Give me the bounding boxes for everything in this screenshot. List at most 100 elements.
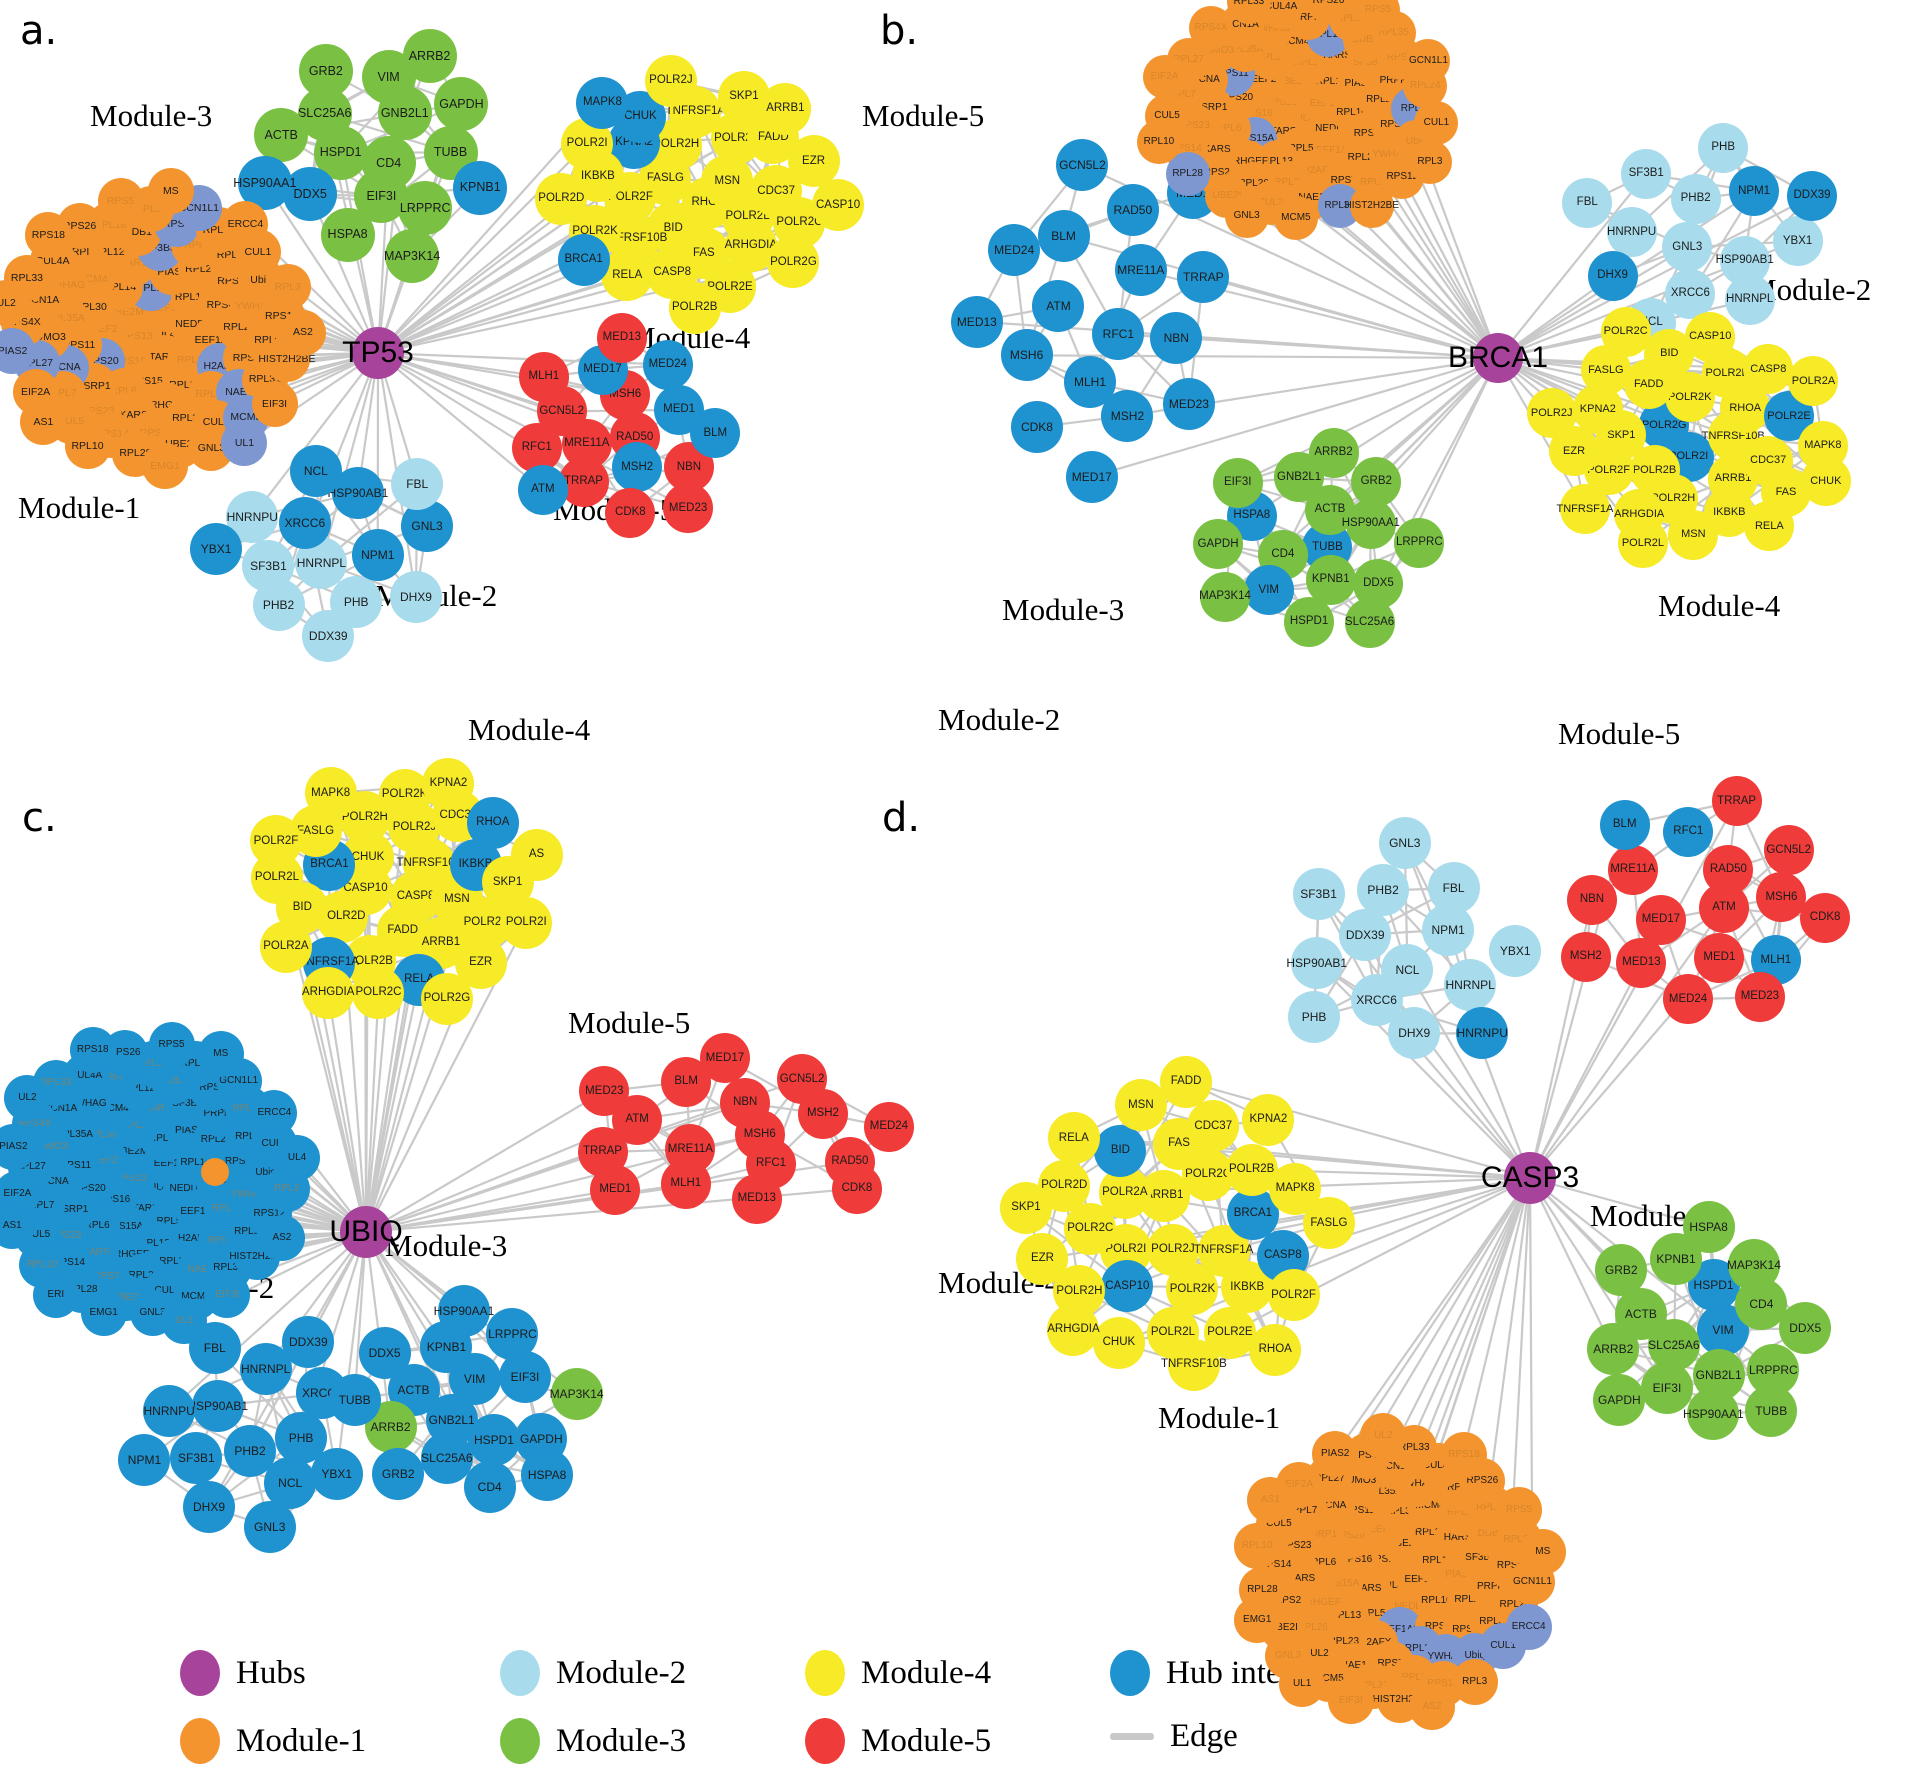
- gene-node[interactable]: MAP3K14: [1727, 1238, 1781, 1291]
- gene-node[interactable]: MAP3K14: [384, 229, 440, 284]
- gene-node[interactable]: PHB: [1288, 991, 1341, 1044]
- gene-node[interactable]: RPL3: [1407, 140, 1452, 185]
- gene-node[interactable]: UL1: [161, 1298, 208, 1344]
- gene-node[interactable]: BRCA1: [557, 233, 610, 286]
- gene-node[interactable]: NPM1: [1729, 166, 1780, 217]
- hub-node[interactable]: TP53: [342, 327, 414, 379]
- gene-node[interactable]: AS: [510, 829, 563, 882]
- gene-node[interactable]: PHB2: [1357, 864, 1410, 917]
- gene-node[interactable]: MED23: [663, 483, 714, 534]
- gene-node[interactable]: CASP10: [1685, 311, 1736, 362]
- gene-node[interactable]: CDK8: [605, 488, 656, 539]
- gene-node[interactable]: BLM: [1599, 799, 1650, 850]
- gene-node[interactable]: ATM: [1032, 280, 1085, 333]
- gene-node[interactable]: HSPA8: [521, 1449, 574, 1502]
- gene-node[interactable]: KPNA2: [422, 757, 475, 810]
- gene-node[interactable]: KPNA2: [1242, 1093, 1295, 1146]
- gene-node[interactable]: MED23: [579, 1066, 630, 1117]
- gene-node[interactable]: GRB2: [372, 1447, 425, 1500]
- gene-node[interactable]: POLR2C: [352, 966, 405, 1019]
- gene-node[interactable]: RHOA: [466, 796, 519, 849]
- gene-node[interactable]: SF3B1: [1621, 149, 1672, 200]
- gene-node[interactable]: POLR2G: [767, 236, 820, 289]
- gene-node[interactable]: HSP90AB1: [1286, 936, 1347, 989]
- gene-node[interactable]: ERCC4: [251, 1090, 298, 1137]
- gene-node[interactable]: GCN1L1: [1406, 38, 1451, 83]
- gene-node[interactable]: EMG1: [80, 1290, 127, 1337]
- gene-node[interactable]: EZR: [1016, 1233, 1069, 1285]
- gene-node[interactable]: MED13: [950, 295, 1003, 348]
- gene-node[interactable]: PHB: [1698, 122, 1749, 173]
- gene-node[interactable]: VIM: [1243, 565, 1294, 616]
- gene-node[interactable]: CASP8: [1743, 344, 1794, 395]
- gene-node[interactable]: POLR2A: [1788, 356, 1839, 407]
- gene-node[interactable]: EIF2A: [1142, 55, 1187, 100]
- gene-node[interactable]: GAPDH: [1193, 519, 1244, 570]
- gene-node[interactable]: POLR2A: [259, 920, 312, 973]
- gene-node[interactable]: CHUK: [1092, 1317, 1145, 1370]
- gene-node[interactable]: MED17: [699, 1033, 750, 1084]
- gene-node[interactable]: MED24: [1663, 974, 1714, 1025]
- gene-node[interactable]: MED24: [642, 339, 693, 390]
- gene-node[interactable]: RELA: [1047, 1112, 1100, 1165]
- gene-node[interactable]: MED13: [731, 1174, 782, 1225]
- gene-node[interactable]: MED23: [1162, 377, 1215, 430]
- gene-node[interactable]: EMG1: [142, 443, 189, 490]
- gene-node[interactable]: HSPA8: [1682, 1201, 1735, 1254]
- gene-node[interactable]: MS: [197, 1030, 244, 1077]
- gene-node[interactable]: NBN: [720, 1078, 771, 1129]
- gene-node[interactable]: HNRNPL: [1444, 958, 1497, 1011]
- gene-node[interactable]: MED13: [1616, 938, 1667, 989]
- gene-node[interactable]: RPL3: [264, 264, 311, 311]
- gene-node[interactable]: AS2: [258, 1214, 305, 1261]
- gene-node[interactable]: POLR2B: [668, 281, 721, 334]
- gene-node[interactable]: EIF3I: [1327, 1677, 1374, 1724]
- gene-node[interactable]: POLR2J: [1526, 388, 1577, 439]
- gene-node[interactable]: CUL1: [1414, 100, 1459, 145]
- gene-node[interactable]: GRB2: [298, 44, 353, 99]
- gene-node[interactable]: DDX39: [1787, 171, 1838, 222]
- gene-node[interactable]: AS2: [279, 309, 326, 356]
- gene-node[interactable]: ARRB2: [402, 29, 457, 84]
- gene-node[interactable]: GAPDH: [1593, 1374, 1646, 1426]
- gene-node[interactable]: YBX1: [310, 1448, 363, 1501]
- gene-node[interactable]: HSPD1: [467, 1414, 520, 1467]
- gene-node[interactable]: HNRNPU: [143, 1384, 196, 1437]
- gene-node[interactable]: MS: [147, 167, 194, 214]
- gene-node[interactable]: EIF3I: [1640, 1362, 1693, 1415]
- gene-node[interactable]: MSH2: [612, 442, 663, 493]
- gene-node[interactable]: HIST2H2BE: [1345, 184, 1399, 229]
- gene-node[interactable]: DDX39: [282, 1315, 335, 1368]
- gene-node[interactable]: HNRNPL: [1724, 275, 1775, 326]
- hub-node[interactable]: UBIQ: [329, 1206, 403, 1258]
- gene-node[interactable]: NCL: [289, 445, 342, 498]
- gene-node[interactable]: MED17: [1065, 450, 1118, 503]
- gene-node[interactable]: NPM1: [118, 1434, 171, 1487]
- gene-node[interactable]: UL2: [1360, 1412, 1407, 1459]
- gene-node[interactable]: LRPPRC: [486, 1307, 539, 1360]
- gene-node[interactable]: POLR2G: [420, 972, 473, 1025]
- gene-node[interactable]: DHX9: [1388, 1007, 1441, 1060]
- gene-node[interactable]: PHB2: [1670, 173, 1721, 224]
- gene-node[interactable]: FBL: [1562, 177, 1613, 228]
- gene-node[interactable]: RPL3: [1451, 1658, 1498, 1705]
- gene-node[interactable]: SF3B1: [1292, 867, 1345, 920]
- gene-node[interactable]: CASP10: [812, 179, 865, 232]
- gene-node[interactable]: KPNB1: [453, 160, 508, 215]
- gene-node[interactable]: RFC1: [1092, 308, 1145, 361]
- gene-node[interactable]: DDX5: [358, 1327, 411, 1380]
- gene-node[interactable]: BLM: [690, 408, 741, 459]
- gene-node[interactable]: AS1: [1247, 1477, 1294, 1524]
- gene-node[interactable]: MSH6: [1756, 872, 1807, 923]
- gene-node[interactable]: RPS5: [1495, 1487, 1542, 1534]
- gene-node[interactable]: GNL3: [1224, 194, 1269, 239]
- gene-node[interactable]: HSPA8: [320, 207, 375, 262]
- gene-node[interactable]: RFC1: [1663, 807, 1714, 858]
- gene-node[interactable]: CDK8: [1010, 401, 1063, 454]
- gene-node[interactable]: RPS5: [97, 177, 144, 224]
- hub-node[interactable]: CASP3: [1481, 1152, 1579, 1204]
- gene-node[interactable]: MLH1: [518, 351, 569, 402]
- gene-node[interactable]: NPM1: [351, 528, 404, 581]
- gene-node[interactable]: DDX5: [1779, 1302, 1832, 1355]
- gene-node[interactable]: UL2: [4, 1075, 51, 1122]
